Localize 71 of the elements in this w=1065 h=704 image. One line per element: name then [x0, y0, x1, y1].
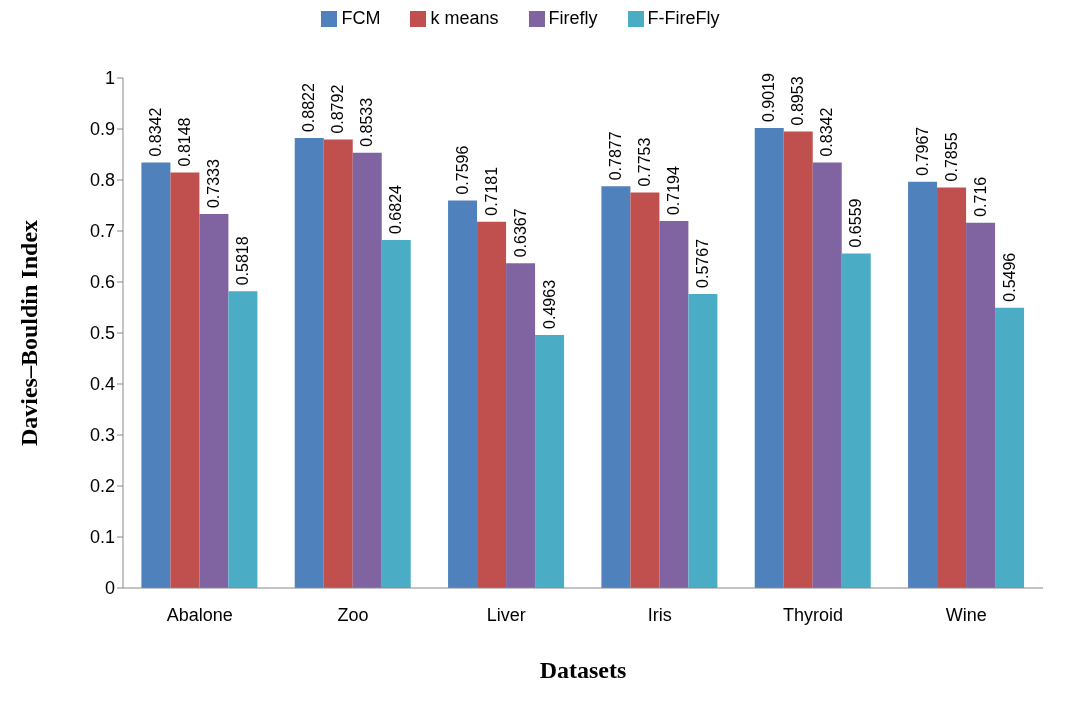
bar — [323, 139, 353, 588]
data-label: 0.5818 — [233, 236, 251, 286]
bar — [199, 214, 229, 588]
bar — [294, 138, 324, 588]
x-tick-label: Abalone — [166, 604, 233, 625]
y-tick-label: 0.2 — [89, 476, 115, 497]
legend-label: k means — [430, 8, 499, 28]
data-label: 0.7967 — [913, 126, 931, 176]
data-label: 0.716 — [971, 176, 989, 217]
data-label: 0.6367 — [511, 208, 529, 258]
bar — [381, 239, 411, 588]
data-label: 0.8533 — [358, 97, 376, 147]
x-tick-label: Zoo — [337, 604, 369, 625]
data-label: 0.7596 — [453, 145, 471, 195]
y-tick-label: 0.4 — [89, 374, 115, 395]
bar — [141, 162, 171, 588]
bar — [535, 334, 565, 588]
legend-label: Firefly — [548, 8, 598, 28]
y-tick-label: 0.8 — [89, 170, 115, 191]
bar — [937, 187, 967, 588]
data-label: 0.8342 — [818, 107, 836, 157]
bar — [754, 128, 784, 588]
legend-label: F-FireFly — [647, 8, 720, 28]
bar — [506, 263, 536, 588]
y-tick-label: 0.7 — [89, 221, 115, 242]
data-label: 0.6824 — [387, 184, 405, 234]
x-tick-label: Liver — [486, 604, 526, 625]
bar — [170, 172, 200, 588]
bar — [908, 181, 938, 588]
data-label: 0.6559 — [847, 198, 865, 248]
x-tick-label: Iris — [647, 604, 672, 625]
bar — [477, 221, 507, 588]
bar — [688, 293, 718, 588]
y-tick-label: 0.6 — [89, 272, 115, 293]
data-label: 0.7181 — [482, 166, 500, 216]
bar — [352, 152, 382, 588]
bar — [659, 221, 689, 588]
data-label: 0.7877 — [606, 131, 624, 181]
y-tick-label: 0.1 — [89, 527, 115, 548]
y-tick-label: 0 — [104, 578, 115, 599]
y-tick-label: 0.5 — [89, 323, 115, 344]
bar — [630, 192, 660, 588]
data-label: 0.5767 — [693, 238, 711, 288]
x-tick-label: Thyroid — [782, 604, 844, 625]
y-axis-title: Davies–Bouldin Index — [15, 219, 42, 447]
data-label: 0.8148 — [175, 117, 193, 167]
data-label: 0.8342 — [146, 107, 164, 157]
data-label: 0.7753 — [635, 137, 653, 187]
data-label: 0.7333 — [204, 158, 222, 209]
data-label: 0.8822 — [300, 83, 318, 133]
legend-label: FCM — [341, 8, 381, 28]
x-tick-label: Wine — [945, 604, 987, 625]
data-label: 0.5496 — [1000, 252, 1018, 302]
data-label: 0.8953 — [789, 76, 807, 126]
y-tick-label: 0.3 — [89, 425, 115, 446]
data-label: 0.4963 — [540, 279, 558, 329]
bar — [995, 307, 1025, 588]
data-label: 0.7855 — [942, 132, 960, 182]
data-label: 0.7194 — [664, 166, 682, 216]
x-axis-title: Datasets — [539, 657, 627, 683]
bar — [812, 162, 842, 588]
bar — [783, 131, 813, 588]
bar — [228, 291, 258, 588]
y-tick-label: 0.9 — [89, 119, 115, 140]
bar — [601, 186, 631, 588]
y-tick-label: 1 — [104, 68, 115, 89]
bar — [966, 222, 996, 588]
data-label: 0.9019 — [760, 72, 778, 123]
data-label: 0.8792 — [329, 84, 347, 134]
bar — [448, 200, 478, 588]
bar — [841, 253, 871, 588]
